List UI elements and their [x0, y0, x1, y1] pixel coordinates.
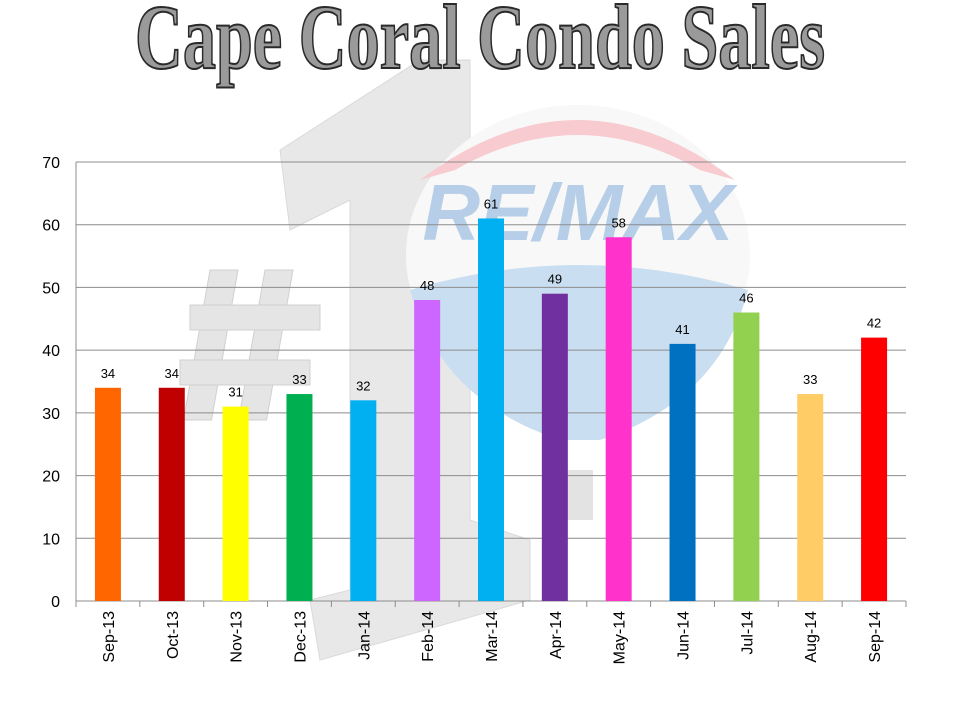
y-tick-label: 70: [42, 155, 60, 172]
x-tick-label: Jul-14: [739, 611, 756, 655]
value-label: 48: [420, 278, 434, 293]
bar: [861, 337, 888, 601]
value-label: 61: [484, 196, 498, 211]
value-label: 33: [803, 372, 817, 387]
y-tick-label: 10: [42, 531, 60, 548]
y-tick-label: 60: [42, 218, 60, 235]
x-tick-label: Nov-13: [229, 611, 246, 663]
bar: [414, 299, 441, 601]
x-tick-label: Feb-14: [420, 611, 437, 662]
value-label: 41: [675, 322, 689, 337]
bar: [541, 293, 568, 601]
x-tick-label: Jun-14: [676, 611, 693, 660]
bar: [478, 218, 504, 601]
value-label: 34: [101, 366, 115, 381]
x-tick-label: Mar-14: [484, 611, 501, 662]
x-tick-label: Oct-13: [165, 611, 182, 659]
bar: [94, 387, 121, 601]
y-tick-label: 50: [42, 280, 60, 297]
background-art: RE/MAX: [179, 59, 750, 661]
bar: [158, 387, 185, 601]
y-tick-label: 30: [42, 406, 60, 423]
value-label: 42: [867, 316, 881, 331]
value-label: 31: [228, 385, 242, 400]
value-label: 34: [165, 366, 179, 381]
x-tick-label: May-14: [612, 611, 629, 664]
chart-title: Cape Coral Condo Sales: [135, 0, 825, 88]
bar: [350, 400, 377, 601]
x-tick-label: Jan-14: [356, 611, 373, 660]
bar: [286, 394, 313, 601]
bar: [605, 237, 632, 601]
bar: [797, 394, 824, 601]
x-tick-label: Sep-13: [101, 611, 118, 663]
bar: [669, 343, 696, 601]
value-label: 32: [356, 378, 370, 393]
bar: [222, 406, 249, 601]
value-label: 58: [611, 215, 625, 230]
y-tick-label: 40: [42, 343, 60, 360]
watermark: RE/MAX: [422, 168, 738, 257]
value-label: 46: [739, 291, 753, 306]
x-tick-label: Apr-14: [548, 611, 565, 659]
y-tick-label: 0: [51, 594, 60, 611]
x-tick-label: Dec-13: [292, 611, 309, 663]
x-tick-label: Sep-14: [867, 611, 884, 663]
bar: [733, 312, 760, 601]
x-tick-label: Aug-14: [803, 611, 820, 663]
y-tick-label: 20: [42, 469, 60, 486]
value-label: 49: [548, 272, 562, 287]
value-label: 33: [292, 372, 306, 387]
